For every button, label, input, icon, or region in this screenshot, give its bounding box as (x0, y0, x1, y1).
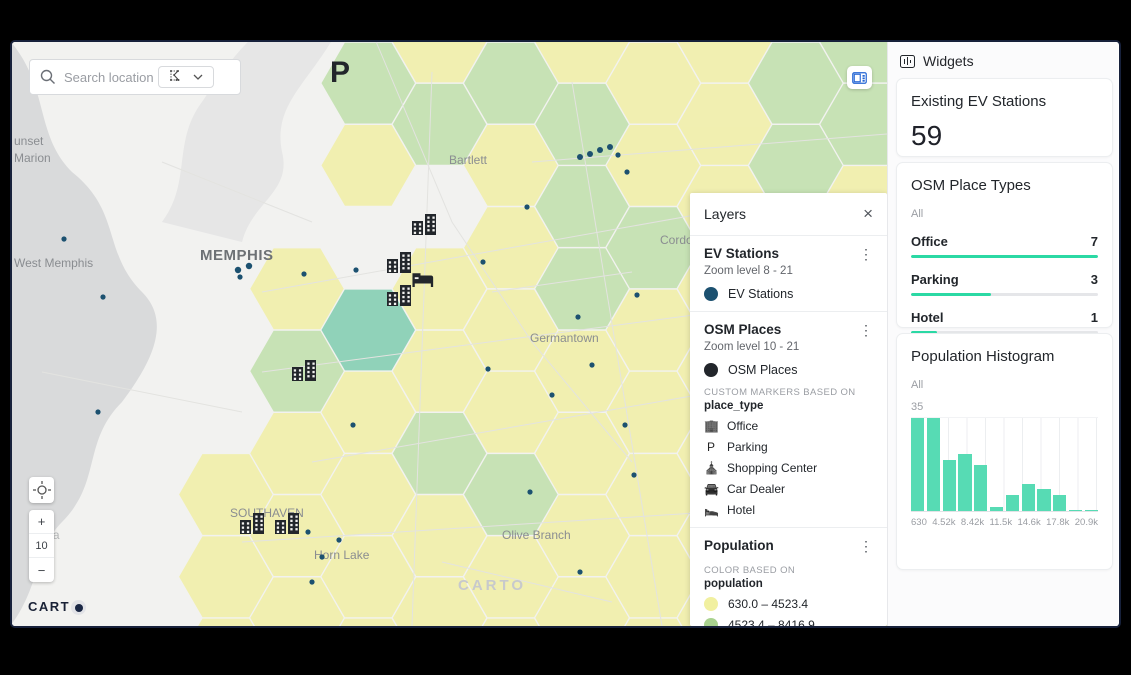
svg-text:P: P (330, 56, 350, 89)
svg-text:Olive Branch: Olive Branch (502, 528, 571, 542)
svg-text:MEMPHIS: MEMPHIS (200, 247, 274, 264)
svg-text:West Memphis: West Memphis (14, 256, 93, 270)
svg-text:Germantown: Germantown (530, 331, 599, 345)
svg-text:CARTO: CARTO (458, 577, 526, 594)
svg-text:unset: unset (14, 134, 44, 148)
svg-text:Marion: Marion (14, 151, 51, 165)
svg-text:Bartlett: Bartlett (449, 153, 488, 167)
